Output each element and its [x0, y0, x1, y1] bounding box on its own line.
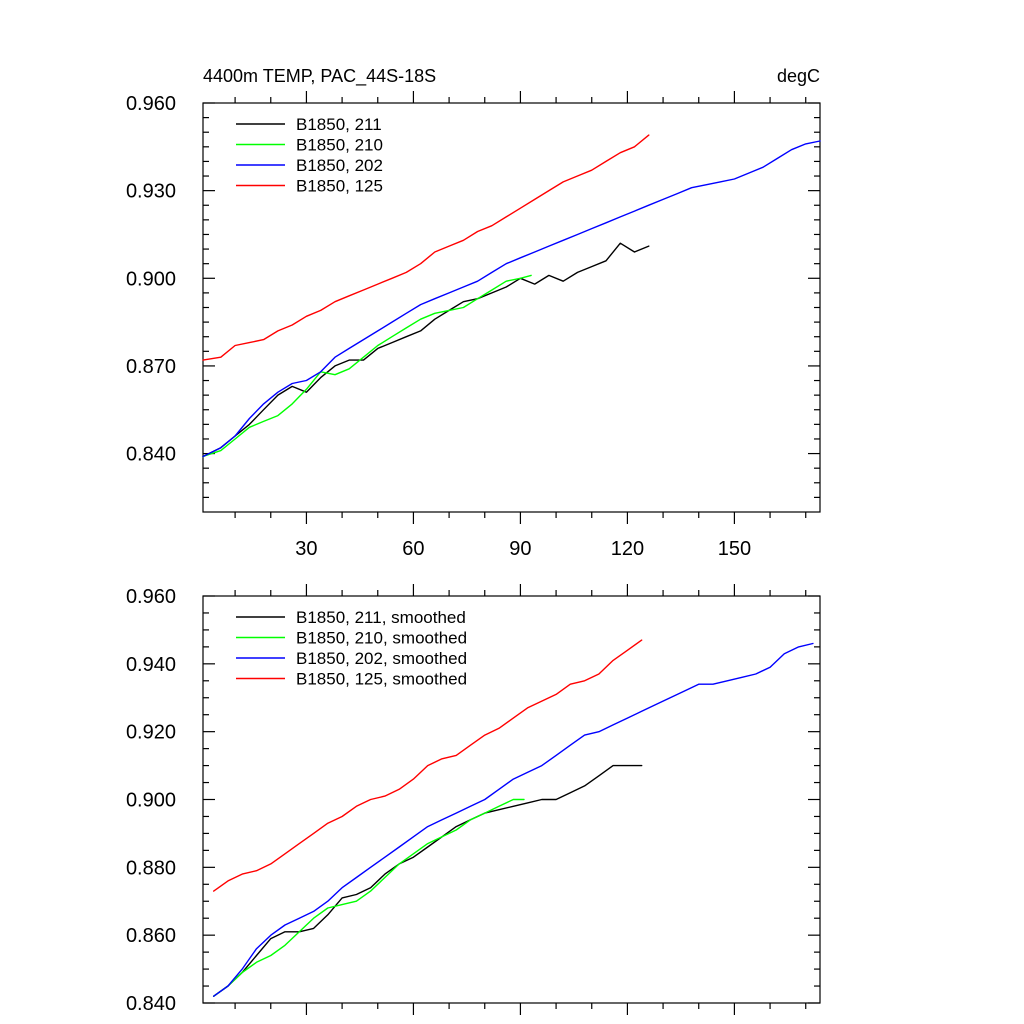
series-line: [212, 764, 643, 997]
series-line: [202, 274, 532, 458]
y-tick-label: 0.960: [126, 586, 176, 608]
legend-label: B1850, 125, smoothed: [296, 670, 467, 689]
legend-label: B1850, 210, smoothed: [296, 629, 467, 648]
series-line: [212, 639, 643, 892]
y-tick-label: 0.900: [126, 268, 176, 290]
y-tick-label: 0.840: [126, 993, 176, 1015]
y-tick-label: 0.930: [126, 181, 176, 203]
y-tick-label: 0.880: [126, 857, 176, 879]
y-tick-label: 0.870: [126, 356, 176, 378]
x-tick-label: 60: [402, 538, 424, 560]
legend-label: B1850, 202, smoothed: [296, 649, 467, 668]
y-tick-label: 0.840: [126, 444, 176, 466]
legend-label: B1850, 125: [296, 177, 383, 196]
legend-label: B1850, 202: [296, 156, 383, 175]
top-panel: 30 60 90 120 150 0.840 0.870 0.900 0.930 0.960 B18…: [126, 91, 821, 560]
units-label: degC: [777, 66, 820, 86]
chart-title: 4400m TEMP, PAC_44S-18S: [203, 66, 436, 87]
x-tick-label: 90: [509, 538, 531, 560]
legend-label: B1850, 210: [296, 136, 383, 155]
x-tick-label: 120: [611, 538, 644, 560]
y-tick-label: 0.860: [126, 925, 176, 947]
y-tick-label: 0.940: [126, 654, 176, 676]
x-tick-label: 30: [295, 538, 317, 560]
y-tick-label: 0.960: [126, 93, 176, 115]
y-tick-label: 0.920: [126, 722, 176, 744]
series-line: [202, 134, 650, 361]
legend-label: B1850, 211, smoothed: [296, 608, 466, 627]
series-line: [212, 642, 814, 997]
legend-label: B1850, 211: [296, 115, 382, 134]
bottom-panel: 0.840 0.860 0.880 0.900 0.920 0.940 0.960 B1850…: [126, 584, 821, 1015]
y-tick-label: 0.900: [126, 790, 176, 812]
series-line: [202, 140, 821, 458]
x-tick-label: 150: [718, 538, 751, 560]
series-line: [212, 798, 525, 997]
series-line: [202, 242, 650, 458]
